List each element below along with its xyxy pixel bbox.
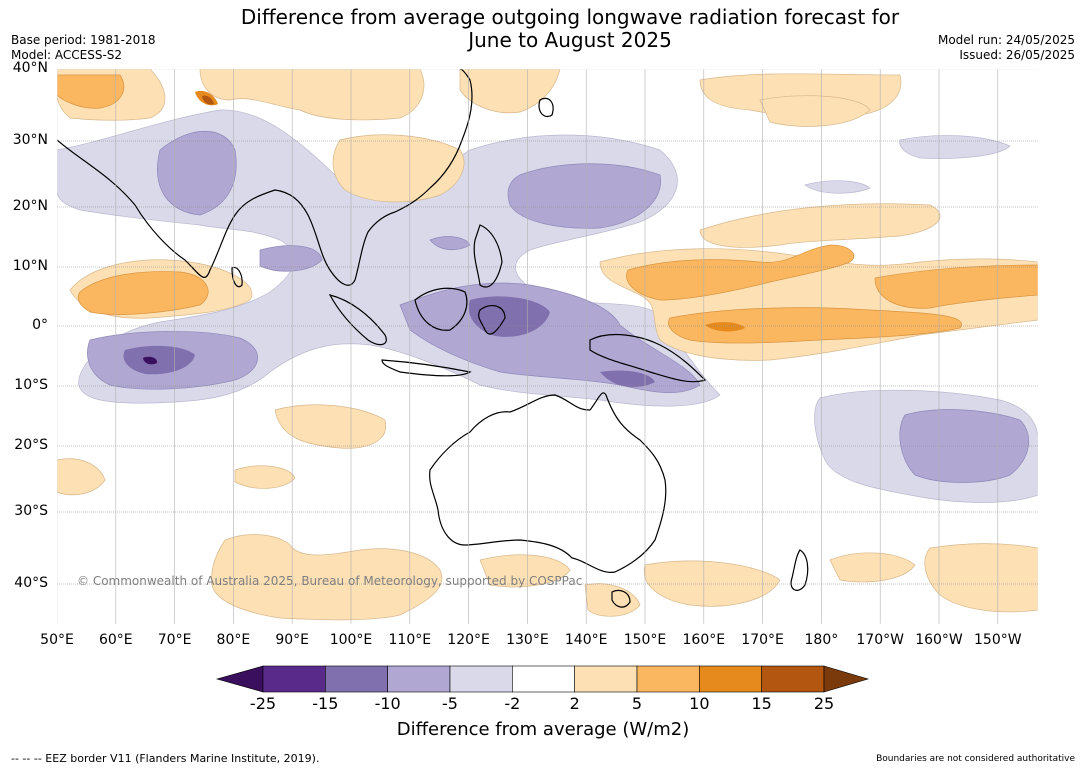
lon-label: 110°E	[388, 632, 432, 648]
tasmania-coast	[611, 589, 631, 608]
issued-date: Issued: 26/05/2025	[959, 48, 1075, 62]
map-field	[57, 69, 1038, 624]
positive-anomaly-extreme	[202, 95, 214, 105]
colorbar-swatch	[761, 665, 825, 693]
colorbar-swatch	[636, 665, 700, 693]
title-line-2: June to August 2025	[468, 28, 672, 52]
lon-label: 160°W	[915, 632, 963, 648]
positive-anomaly-medium	[57, 74, 1038, 344]
colorbar-swatch	[387, 665, 451, 693]
lon-label: 100°E	[329, 632, 373, 648]
colorbar-swatch	[512, 665, 575, 693]
lon-label: 170°E	[741, 632, 784, 648]
model-run: Model run: 24/05/2025	[937, 33, 1075, 47]
lat-label: 10°N	[12, 258, 48, 274]
lon-label: 180°	[804, 632, 839, 648]
lon-label: 80°E	[216, 632, 251, 648]
base-period: Base period: 1981-2018	[11, 33, 156, 47]
colorbar-tick-label: -10	[374, 694, 401, 713]
lon-label: 50°E	[40, 632, 74, 648]
lat-label: 40°N	[12, 60, 48, 76]
lat-gridlines	[57, 69, 1038, 585]
lat-label: 40°S	[14, 575, 48, 591]
java-coast	[381, 359, 472, 377]
sumatra-coast	[328, 294, 387, 346]
colorbar-tick-label: 5	[631, 694, 643, 713]
colorbar-tick-label: -25	[249, 694, 277, 713]
copyright-notice: © Commonwealth of Australia 2025, Bureau…	[77, 574, 583, 588]
map-frame	[56, 68, 1039, 625]
new-zealand-coast	[790, 549, 809, 591]
lon-label: 140°E	[564, 632, 608, 648]
negative-anomaly-strong	[123, 296, 655, 388]
lat-label: 20°N	[12, 198, 48, 214]
lat-label: 30°S	[14, 503, 48, 519]
colorbar-tick-label: 15	[751, 694, 772, 713]
map-title: Difference from average outgoing longwav…	[150, 6, 990, 52]
colorbar-title: Difference from average (W/m2)	[396, 719, 690, 740]
colorbar-swatch	[574, 665, 638, 693]
colorbar-swatch	[449, 665, 513, 693]
lon-label: 150°W	[974, 632, 1022, 648]
lat-label: 30°N	[12, 132, 48, 148]
colorbar-tick-label: -2	[504, 694, 521, 713]
colorbar	[215, 665, 870, 693]
lon-label: 170°W	[856, 632, 904, 648]
japan-coast	[538, 97, 554, 118]
australia-coast	[429, 392, 667, 573]
meta-left: Base period: 1981-2018 Model: ACCESS-S2	[11, 33, 156, 63]
lon-label: 150°E	[623, 632, 667, 648]
colorbar-tick-label: -5	[442, 694, 458, 713]
lon-label: 60°E	[98, 632, 133, 648]
colorbar-arrow-low	[215, 665, 264, 693]
lon-label: 120°E	[447, 632, 490, 648]
lat-label: 10°S	[14, 377, 48, 393]
coastlines	[57, 69, 809, 608]
philippines-coast	[473, 224, 503, 288]
boundaries-disclaimer: Boundaries are not considered authoritat…	[876, 754, 1075, 764]
eez-border-note: -- -- -- EEZ border V11 (Flanders Marine…	[11, 752, 320, 765]
borneo-coast	[414, 287, 468, 331]
lon-label: 160°E	[682, 632, 726, 648]
colorbar-swatch	[262, 665, 326, 693]
lat-label: 0°	[32, 317, 48, 333]
meta-right: Model run: 24/05/2025 Issued: 26/05/2025	[938, 33, 1075, 63]
lon-label: 70°E	[157, 632, 192, 648]
sulawesi-coast	[478, 304, 506, 335]
colorbar-swatch	[699, 665, 762, 693]
colorbar-tick-label: 25	[813, 694, 835, 713]
asia-coast	[57, 69, 473, 286]
colorbar-tick-label: 10	[689, 694, 710, 713]
negative-anomaly-extreme	[143, 356, 158, 365]
new-guinea-coast	[589, 334, 707, 383]
lat-label: 20°S	[14, 437, 48, 453]
lon-gridlines	[57, 69, 999, 624]
title-line-1: Difference from average outgoing longwav…	[240, 5, 900, 29]
colorbar-swatch	[325, 665, 388, 693]
colorbar-arrow-high	[823, 665, 870, 693]
lon-label: 90°E	[275, 632, 310, 648]
lon-label: 130°E	[506, 632, 549, 648]
colorbar-tick-label: -15	[312, 694, 339, 713]
model-name: Model: ACCESS-S2	[11, 48, 123, 62]
colorbar-tick-label: 2	[569, 694, 580, 713]
